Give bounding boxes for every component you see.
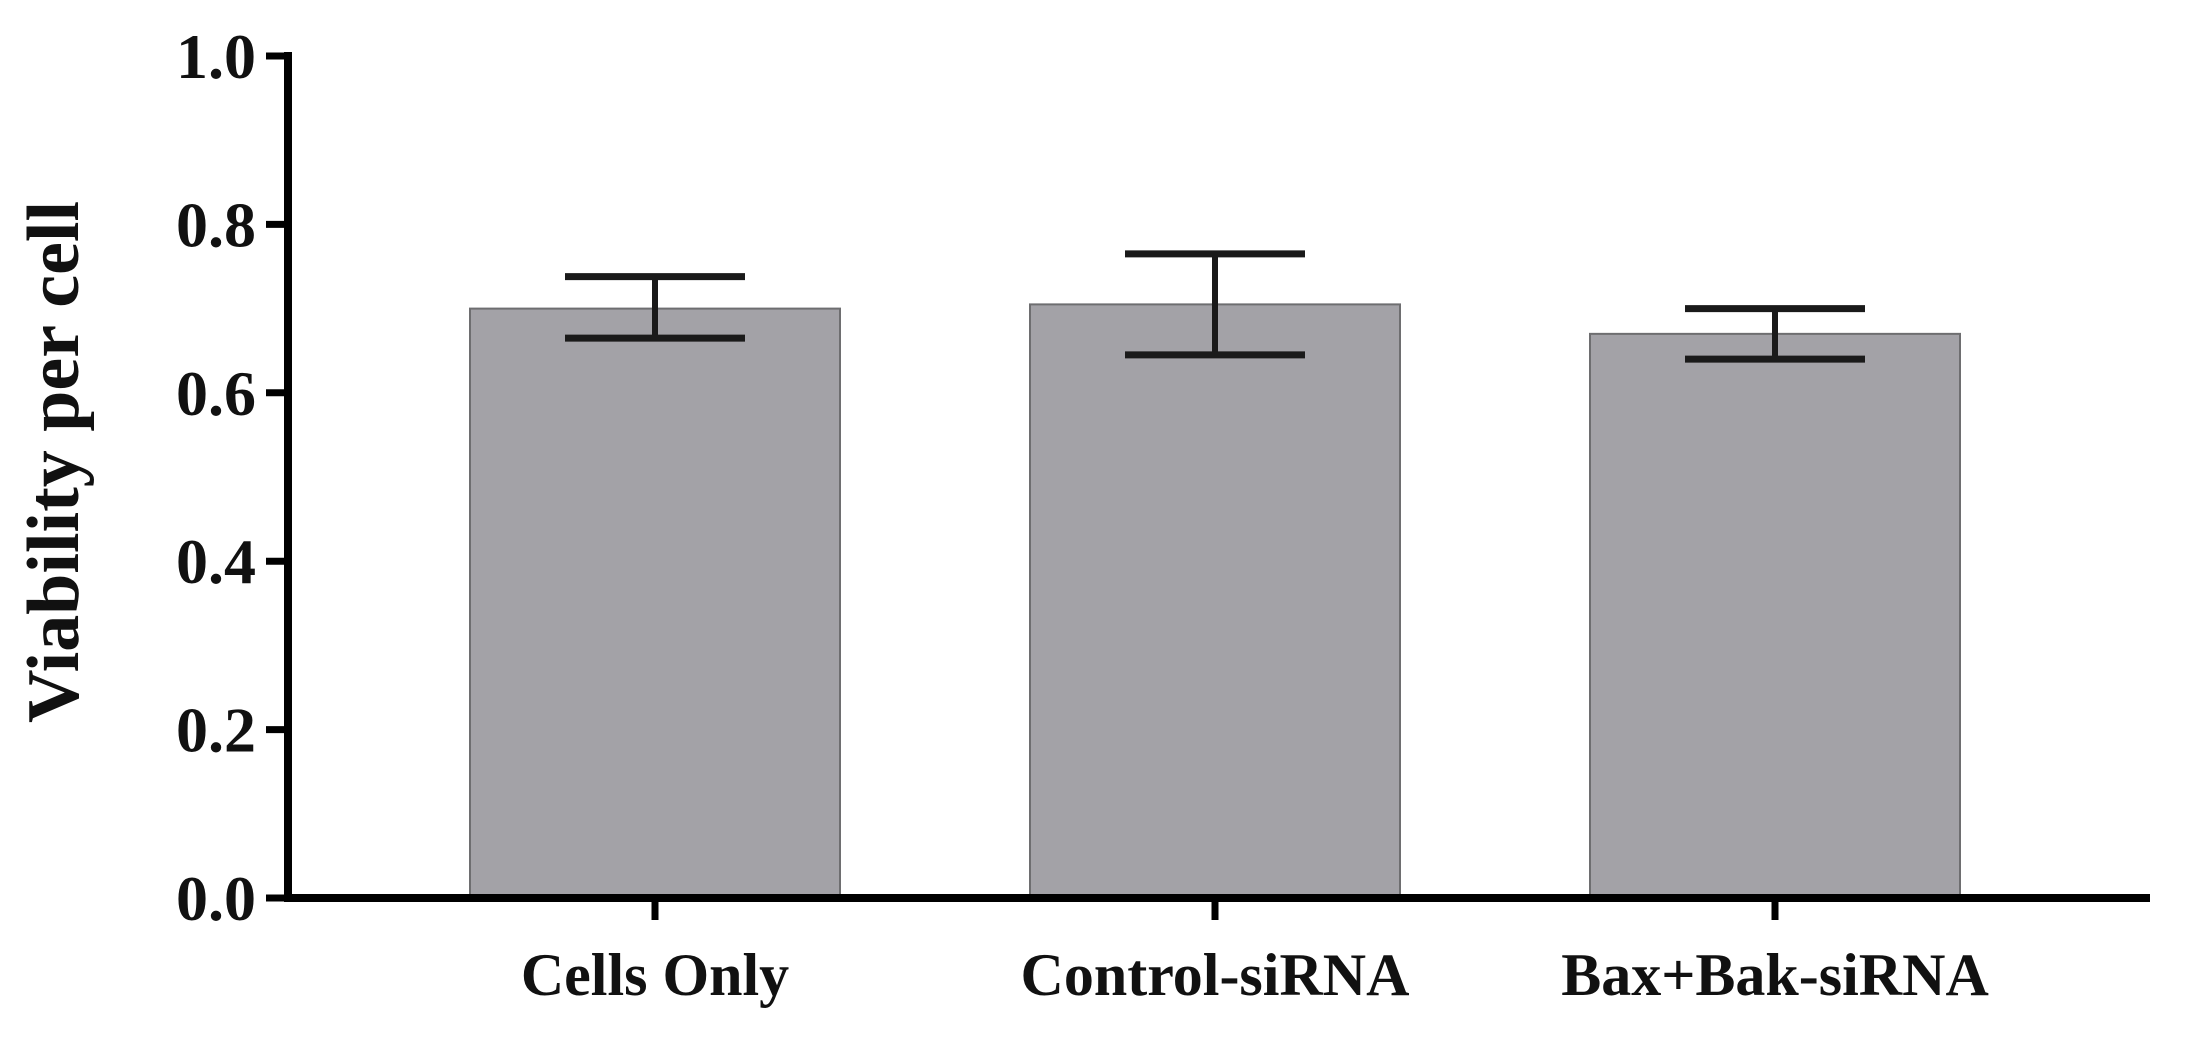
bar-3 [1589, 332, 1961, 899]
y-tick-label: 0.4 [176, 526, 256, 597]
plot-area: 0.0 0.2 0.4 0.6 0.8 1.0 Cells Only Control-siRN… [176, 21, 2150, 1008]
x-tick-label: Control-siRNA [1021, 942, 1410, 1008]
y-axis-title: Viability per cell [13, 201, 95, 723]
x-tick-label: Cells Only [521, 942, 789, 1008]
bar-1 [469, 307, 841, 900]
y-tick-label: 1.0 [176, 21, 256, 92]
x-tick-label: Bax+Bak-siRNA [1561, 942, 1989, 1008]
y-tick-label: 0.2 [176, 695, 256, 766]
y-tick-label: 0.8 [176, 189, 256, 260]
y-tick-label: 0.0 [176, 863, 256, 934]
y-tick-label: 0.6 [176, 358, 256, 429]
bar-2 [1029, 303, 1401, 899]
